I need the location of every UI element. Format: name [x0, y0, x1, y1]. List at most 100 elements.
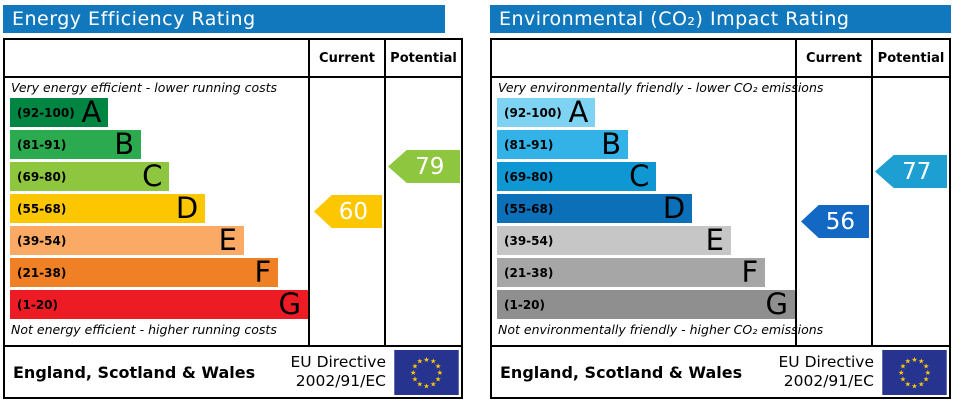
- co2-band-g: (1-20) G: [497, 290, 795, 319]
- energy-table-header-row: Current Potential: [5, 40, 461, 78]
- band-range-label: (92-100): [504, 105, 562, 120]
- co2-band-a: (92-100) A: [497, 95, 596, 129]
- band-range-label: (92-100): [17, 105, 75, 120]
- energy-band-f: (21-38) F: [10, 255, 279, 289]
- energy-band-e: (39-54) E: [10, 226, 244, 255]
- band-letter: E: [218, 223, 237, 257]
- energy-chart-area: Very energy efficient - lower running co…: [5, 78, 461, 345]
- svg-text:★: ★: [435, 361, 441, 370]
- band-letter: F: [741, 255, 759, 289]
- svg-text:★: ★: [911, 354, 917, 363]
- band-letter: A: [81, 95, 102, 129]
- eu-directive-line1: EU Directive: [290, 353, 387, 371]
- band-range-label: (21-38): [504, 265, 554, 280]
- co2-band-ladder: (92-100) A (81-91) B (69-80) C (55-68): [497, 98, 795, 319]
- energy-band-g: (1-20) G: [10, 290, 308, 319]
- region-label: England, Scotland & Wales: [500, 362, 743, 382]
- co2-potential-rating-value: 77: [902, 158, 932, 185]
- region-label: England, Scotland & Wales: [13, 362, 256, 382]
- co2-current-rating-value: 56: [825, 208, 856, 235]
- svg-text:★: ★: [417, 356, 423, 365]
- co2-top-note: Very environmentally friendly - lower CO…: [498, 80, 824, 95]
- eu-directive-label: EU Directive 2002/91/EC: [779, 353, 875, 391]
- eu-directive-label: EU Directive 2002/91/EC: [291, 353, 387, 391]
- band-letter: C: [142, 159, 163, 193]
- eu-directive-line1: EU Directive: [778, 353, 875, 371]
- co2-current-rating-arrow: 56: [801, 205, 869, 238]
- svg-text:★: ★: [905, 379, 911, 388]
- band-range-label: (81-91): [17, 137, 67, 152]
- energy-potential-column-header: Potential: [390, 50, 457, 66]
- eu-flag-icon: ★ ★★ ★★★ ★★★ ★★★: [882, 349, 947, 395]
- co2-current-column: [797, 78, 873, 345]
- energy-potential-rating-value: 79: [415, 153, 445, 180]
- co2-band-column: Very environmentally friendly - lower CO…: [492, 78, 824, 345]
- co2-potential-column: [873, 78, 949, 345]
- svg-text:★: ★: [925, 368, 931, 377]
- energy-panel-title: Energy Efficiency Rating: [12, 8, 256, 30]
- svg-text:★: ★: [430, 356, 436, 365]
- band-range-label: (55-68): [17, 201, 67, 216]
- svg-text:★: ★: [410, 368, 416, 377]
- co2-table-footer: England, Scotland & Wales EU Directive 2…: [492, 345, 949, 397]
- band-range-label: (1-20): [17, 297, 58, 312]
- band-range-label: (39-54): [504, 233, 554, 248]
- band-letter: D: [662, 191, 686, 225]
- svg-text:★: ★: [412, 361, 418, 370]
- energy-top-note: Very energy efficient - lower running co…: [11, 80, 278, 95]
- band-range-label: (39-54): [17, 233, 67, 248]
- co2-potential-column-header: Potential: [877, 50, 945, 66]
- co2-band-b: (81-91) B: [497, 127, 629, 161]
- band-letter: B: [114, 127, 135, 161]
- svg-text:★: ★: [911, 381, 917, 390]
- co2-table-header-row: Current Potential: [492, 40, 949, 78]
- svg-text:★: ★: [905, 356, 911, 365]
- svg-text:★: ★: [898, 368, 904, 377]
- co2-panel-title: Environmental (CO₂) Impact Rating: [499, 8, 850, 30]
- svg-text:★: ★: [437, 368, 443, 377]
- band-range-label: (55-68): [504, 201, 554, 216]
- energy-band-b: (81-91) B: [10, 127, 142, 161]
- energy-band-d: (55-68) D: [10, 191, 206, 225]
- svg-text:★: ★: [918, 356, 924, 365]
- co2-band-e: (39-54) E: [497, 226, 731, 255]
- band-letter: F: [254, 255, 272, 289]
- co2-current-column-header: Current: [797, 40, 873, 76]
- energy-efficiency-panel: Energy Efficiency Rating Current Potenti…: [3, 5, 463, 401]
- band-letter: D: [175, 191, 199, 225]
- band-range-label: (1-20): [504, 297, 545, 312]
- band-letter: A: [568, 95, 589, 129]
- band-letter: B: [601, 127, 622, 161]
- svg-text:★: ★: [423, 354, 429, 363]
- band-range-label: (69-80): [17, 169, 67, 184]
- eu-directive-line2: 2002/91/EC: [295, 372, 386, 390]
- band-letter: E: [705, 223, 724, 257]
- svg-text:★: ★: [900, 374, 906, 383]
- co2-band-d: (55-68) D: [497, 191, 693, 225]
- eu-flag-icon: ★ ★★ ★★★ ★★★ ★★★: [394, 349, 459, 395]
- svg-text:★: ★: [435, 374, 441, 383]
- energy-title-bar: Energy Efficiency Rating: [3, 5, 445, 33]
- co2-bottom-note: Not environmentally friendly - higher CO…: [498, 322, 824, 337]
- co2-impact-panel: Environmental (CO₂) Impact Rating Curren…: [490, 5, 951, 401]
- svg-text:★: ★: [900, 361, 906, 370]
- energy-potential-column: [386, 78, 461, 345]
- energy-band-c: (69-80) C: [10, 159, 170, 193]
- energy-current-column: [310, 78, 386, 345]
- co2-chart-area: Very environmentally friendly - lower CO…: [492, 78, 949, 345]
- band-range-label: (21-38): [17, 265, 67, 280]
- svg-text:★: ★: [923, 374, 929, 383]
- energy-current-column-header: Current: [310, 40, 386, 76]
- band-range-label: (81-91): [504, 137, 554, 152]
- energy-current-rating-value: 60: [338, 198, 369, 225]
- co2-title-bar: Environmental (CO₂) Impact Rating: [490, 5, 951, 33]
- band-range-label: (69-80): [504, 169, 554, 184]
- energy-bottom-note: Not energy efficient - higher running co…: [11, 322, 277, 337]
- co2-blank-header-cell: [492, 40, 797, 76]
- energy-band-a: (92-100) A: [10, 95, 109, 129]
- energy-band-ladder: (92-100) A (81-91) B (69-80) C (55-68): [10, 98, 308, 319]
- svg-text:★: ★: [918, 379, 924, 388]
- svg-text:★: ★: [417, 379, 423, 388]
- eu-directive-line2: 2002/91/EC: [783, 372, 874, 390]
- band-letter: C: [629, 159, 650, 193]
